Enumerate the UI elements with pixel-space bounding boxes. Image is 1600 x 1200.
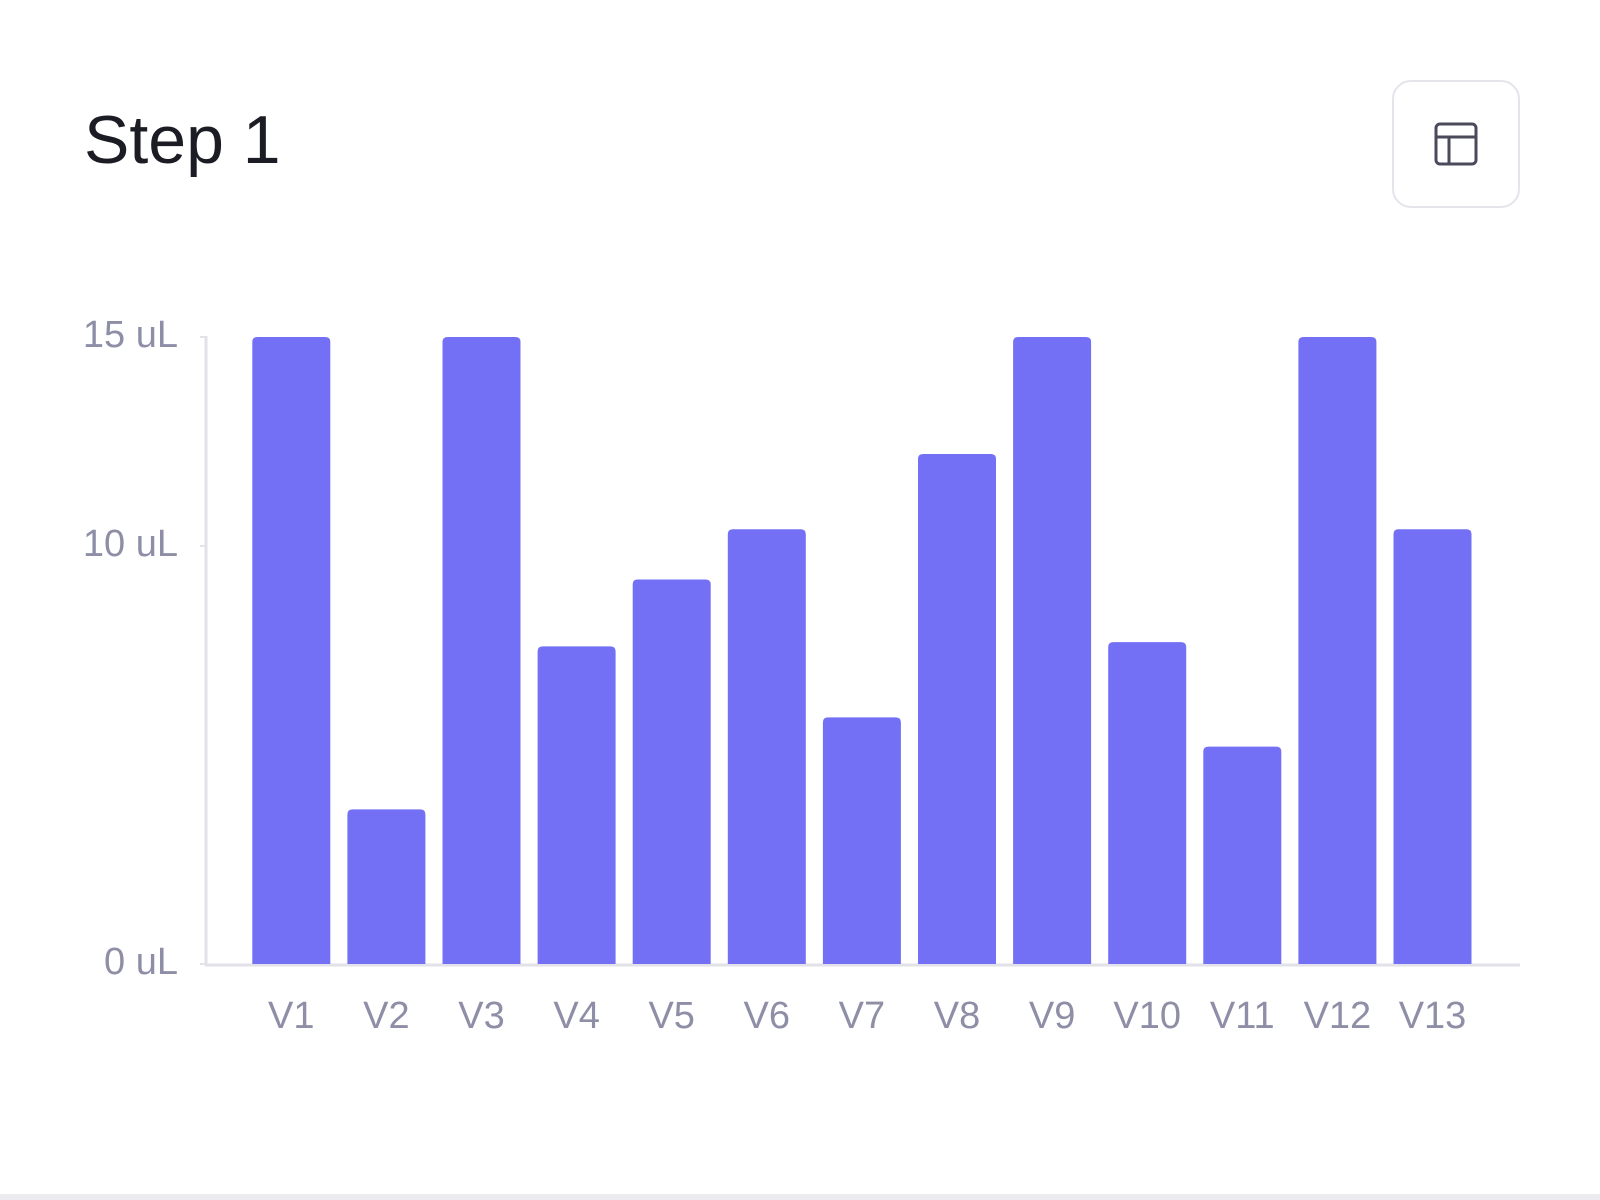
x-tick-label: V4 [553,995,599,1037]
table-icon [1434,122,1478,166]
bar [1203,746,1282,964]
bar [1393,529,1472,964]
bar [727,529,806,964]
bar [537,646,616,964]
x-tick-label: V2 [363,995,409,1037]
x-tick-label: V3 [458,995,504,1037]
bar [347,809,426,964]
bar [1013,337,1092,964]
chart-title: Step 1 [84,102,281,178]
bar [1108,642,1187,964]
x-tick-label: V12 [1304,995,1372,1037]
x-tick-label: V9 [1029,995,1075,1037]
x-tick-label: V6 [744,995,790,1037]
x-tick-label: V7 [839,995,885,1037]
y-tick-label: 15 uL [83,314,178,356]
table-view-button[interactable] [1392,80,1520,208]
x-tick-label: V1 [268,995,314,1037]
bar [442,337,521,964]
y-tick-label: 10 uL [83,523,178,565]
x-tick-label: V13 [1399,995,1467,1037]
bar [918,454,996,964]
bar [1298,337,1377,964]
bar [632,579,711,964]
bar [822,717,901,964]
x-tick-label: V5 [648,995,694,1037]
x-tick-label: V8 [934,995,980,1037]
bottom-border [0,1194,1600,1200]
x-tick-label: V10 [1113,995,1181,1037]
bar [252,337,331,964]
y-tick-label: 0 uL [104,941,178,983]
button-frame[interactable] [1392,80,1520,208]
x-tick-label: V11 [1210,995,1275,1037]
